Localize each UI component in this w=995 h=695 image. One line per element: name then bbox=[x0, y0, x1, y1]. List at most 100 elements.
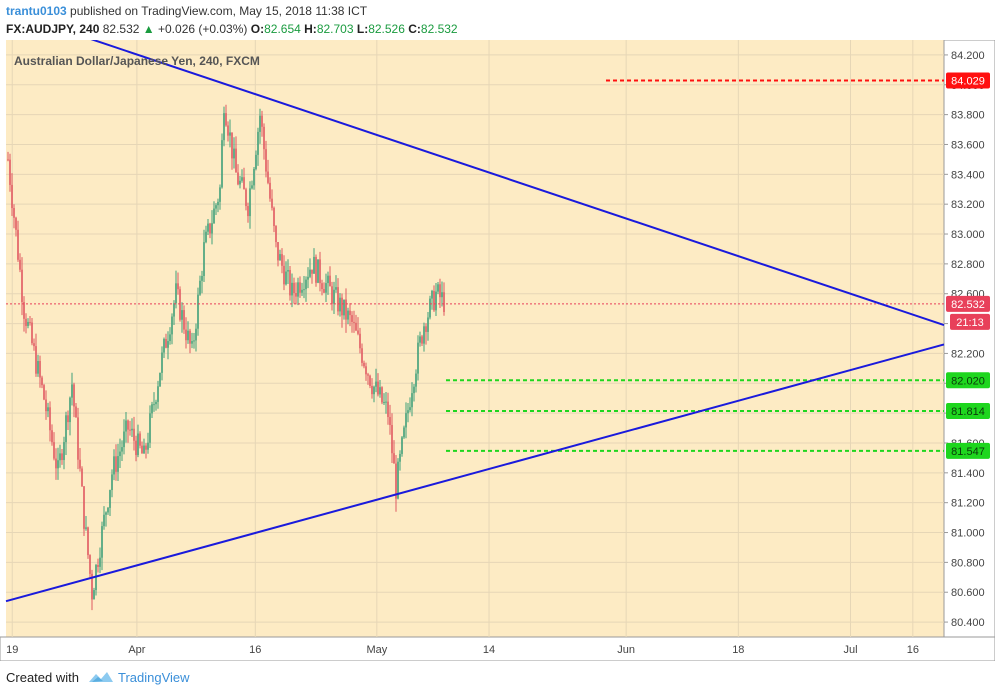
candle-body bbox=[275, 226, 277, 243]
candle-body bbox=[9, 159, 11, 185]
x-tick-label: 14 bbox=[483, 644, 495, 656]
candle-body bbox=[319, 259, 321, 284]
candle-body bbox=[285, 271, 287, 285]
candle-body bbox=[113, 456, 115, 475]
price-axis[interactable] bbox=[943, 40, 995, 638]
high-value: 82.703 bbox=[316, 22, 354, 36]
candle-body bbox=[335, 287, 337, 290]
candle-body bbox=[33, 343, 35, 347]
candle-body bbox=[183, 310, 185, 330]
open-value: 82.654 bbox=[264, 22, 301, 36]
candle-body bbox=[161, 352, 163, 373]
candle-body bbox=[355, 322, 357, 331]
candle-body bbox=[53, 442, 55, 459]
candle-body bbox=[109, 490, 111, 508]
candle-body bbox=[293, 282, 295, 294]
change-value: +0.026 (+0.03%) bbox=[158, 22, 248, 36]
candle-body bbox=[223, 113, 225, 141]
candle-body bbox=[443, 292, 445, 312]
candle-body bbox=[391, 425, 393, 454]
candle-body bbox=[67, 415, 69, 423]
x-tick-label: Jul bbox=[843, 644, 857, 656]
candle-body bbox=[201, 275, 203, 281]
candle-body bbox=[277, 242, 279, 261]
candle-body bbox=[245, 189, 247, 207]
candle-body bbox=[25, 318, 27, 326]
candle-body bbox=[11, 184, 13, 209]
candle-body bbox=[21, 269, 23, 303]
candle-body bbox=[219, 187, 221, 202]
author-link[interactable]: trantu0103 bbox=[6, 4, 67, 18]
tradingview-logo-icon[interactable] bbox=[88, 669, 114, 685]
support_3-label-bg bbox=[946, 442, 990, 459]
candle-body bbox=[255, 154, 257, 169]
candle-body bbox=[135, 440, 137, 456]
candle-body bbox=[409, 407, 411, 411]
candle-body bbox=[297, 282, 299, 297]
close-label: C: bbox=[408, 22, 421, 36]
candle-body bbox=[15, 217, 17, 230]
x-tick-label: May bbox=[366, 644, 387, 656]
candle-body bbox=[439, 284, 441, 298]
y-tick-label: 81.400 bbox=[951, 468, 985, 480]
candle-body bbox=[115, 456, 117, 472]
candle-body bbox=[197, 294, 199, 329]
candle-body bbox=[83, 486, 85, 529]
candle-body bbox=[39, 361, 41, 378]
candle-body bbox=[347, 310, 349, 320]
candle-body bbox=[345, 299, 347, 320]
plot-area[interactable] bbox=[6, 40, 944, 637]
x-tick-label: Apr bbox=[128, 644, 145, 656]
candle-body bbox=[209, 223, 211, 234]
candle-body bbox=[175, 283, 177, 304]
trendlines[interactable] bbox=[5, 40, 945, 603]
candle-body bbox=[133, 428, 135, 441]
trendline-upper[interactable] bbox=[40, 40, 945, 327]
candle-body bbox=[205, 231, 207, 243]
candle-body bbox=[117, 456, 119, 472]
y-tick-label: 82.800 bbox=[951, 259, 985, 271]
price-chart[interactable]: 80.40080.60080.80081.00081.20081.40081.6… bbox=[0, 40, 995, 661]
symbol-label: FX:AUDJPY, 240 bbox=[6, 22, 100, 36]
candle-body bbox=[23, 302, 25, 319]
candle-body bbox=[415, 373, 417, 387]
candle-body bbox=[227, 125, 229, 136]
candle-body bbox=[431, 290, 433, 299]
candle-body bbox=[101, 526, 103, 558]
candle-body bbox=[199, 280, 201, 295]
candle-body bbox=[171, 316, 173, 335]
candle-body bbox=[91, 573, 93, 600]
x-tick-label: 16 bbox=[249, 644, 261, 656]
time-axis[interactable] bbox=[0, 636, 995, 661]
candle-body bbox=[203, 242, 205, 276]
candle-body bbox=[265, 149, 267, 172]
resistance-label-bg bbox=[946, 72, 990, 89]
candle-body bbox=[435, 291, 437, 311]
candle-body bbox=[373, 386, 375, 395]
candle-body bbox=[359, 333, 361, 349]
candle-body bbox=[123, 431, 125, 448]
candle-body bbox=[37, 361, 39, 374]
candle-body bbox=[65, 415, 67, 443]
candle-body bbox=[269, 182, 271, 199]
x-tick-label: 18 bbox=[732, 644, 744, 656]
candle-body bbox=[413, 386, 415, 394]
candle-body bbox=[385, 401, 387, 403]
tradingview-link[interactable]: TradingView bbox=[118, 670, 190, 685]
candle-body bbox=[441, 292, 443, 298]
y-tick-label: 80.400 bbox=[951, 617, 985, 629]
candle-body bbox=[89, 555, 91, 574]
candle-body bbox=[93, 590, 95, 600]
candle-body bbox=[287, 270, 289, 272]
candle-body bbox=[229, 132, 231, 136]
candle-body bbox=[357, 330, 359, 334]
candle-body bbox=[41, 377, 43, 386]
x-ticks: 19 Apr 16 May 14 Jun 18 Jul 16 bbox=[6, 644, 919, 656]
candle-body bbox=[185, 329, 187, 341]
trendline-lower[interactable] bbox=[5, 343, 945, 603]
candle-body bbox=[405, 413, 407, 428]
candle-body bbox=[27, 321, 29, 326]
y-tick-label: 83.200 bbox=[951, 199, 985, 211]
candle-body bbox=[111, 474, 113, 491]
support_1-label: 82.020 bbox=[951, 375, 985, 387]
